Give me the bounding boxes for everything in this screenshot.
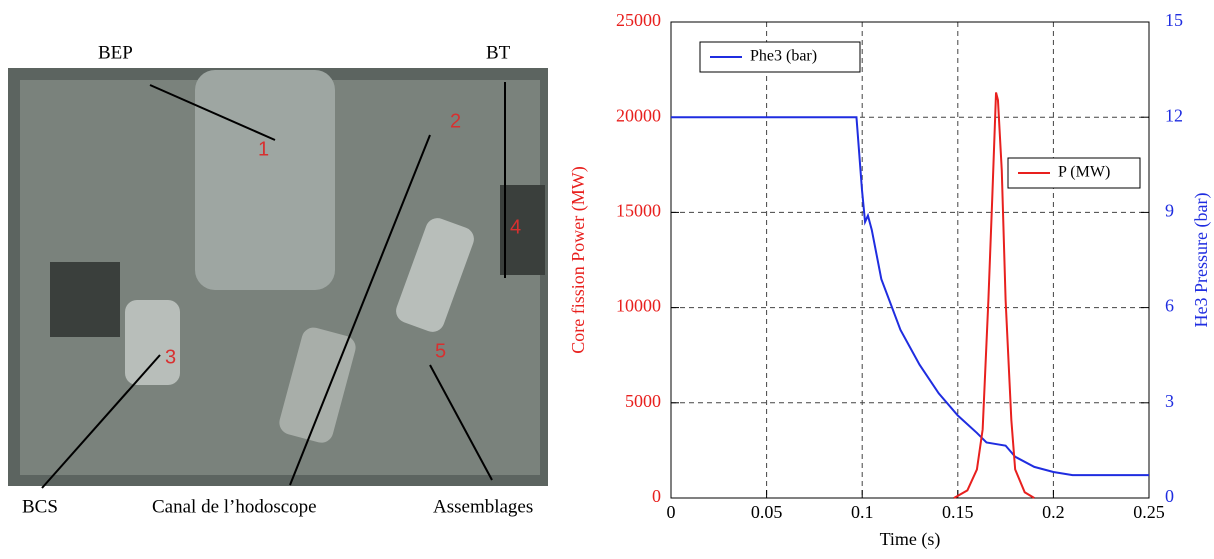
caption: BT: [486, 42, 511, 63]
leader: [149, 84, 276, 141]
x-tick-label: 0.05: [751, 502, 783, 522]
leader: [289, 134, 431, 486]
y-tick-label: 10000: [616, 296, 661, 316]
leader: [41, 354, 161, 489]
cylinder: [195, 70, 335, 290]
legend-label: Phe3 (bar): [750, 48, 817, 65]
y-tick-label: 25000: [616, 10, 661, 30]
caption: BEP: [98, 42, 133, 63]
cylinder: [125, 300, 180, 385]
y2-tick-label: 15: [1165, 10, 1183, 30]
caption: Assemblages: [433, 496, 533, 517]
x-tick-label: 0.1: [851, 502, 874, 522]
legend-label: P (MW): [1058, 164, 1110, 181]
marker: 4: [510, 216, 521, 238]
x-tick-label: 0.2: [1042, 502, 1065, 522]
cylinder: [396, 218, 474, 332]
y-tick-label: 5000: [625, 391, 661, 411]
y2-tick-label: 6: [1165, 296, 1174, 316]
y2-tick-label: 9: [1165, 201, 1174, 221]
plot-frame: [670, 21, 1150, 499]
caption: Canal de l’hodoscope: [152, 496, 317, 517]
y-tick-label: 0: [652, 486, 661, 506]
x-tick-label: 0.15: [942, 502, 974, 522]
y2-tick-label: 12: [1165, 105, 1183, 125]
x-tick-label: 0: [667, 502, 676, 522]
leader: [429, 364, 493, 481]
opening: [50, 262, 120, 337]
y-tick-label: 15000: [616, 201, 661, 221]
opening: [500, 185, 545, 275]
marker: 1: [258, 138, 269, 160]
marker: 2: [450, 110, 461, 132]
y2-axis-label: He3 Pressure (bar): [1191, 193, 1212, 328]
y-axis-label: Core fission Power (MW): [568, 166, 589, 353]
marker: 5: [435, 340, 446, 362]
y2-tick-label: 0: [1165, 486, 1174, 506]
chart: 0 0.05 0.1 0.15 0.2 0.25050001000015000200002…: [568, 10, 1212, 550]
x-axis-label: Time (s): [880, 529, 941, 550]
cylinder: [279, 327, 356, 443]
x-tick-label: 0.25: [1133, 502, 1165, 522]
photo: 1 2 3 4 5 BEP BT BCS Canal de l’hodoscop…: [8, 42, 548, 517]
series-line: [953, 92, 1035, 499]
y2-tick-label: 3: [1165, 391, 1174, 411]
marker: 3: [165, 346, 176, 368]
series-line: [671, 116, 1149, 477]
caption: BCS: [22, 496, 58, 517]
y-tick-label: 20000: [616, 105, 661, 125]
